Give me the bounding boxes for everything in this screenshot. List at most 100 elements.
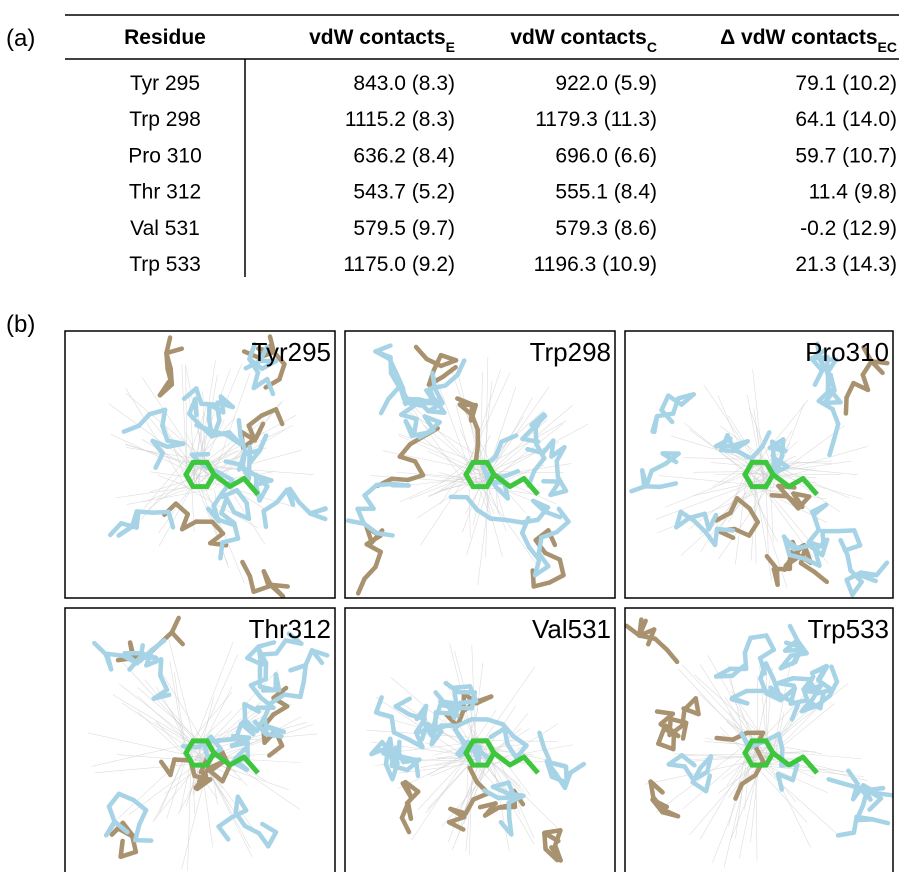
bond bbox=[386, 749, 388, 765]
bond bbox=[732, 699, 747, 703]
contact-line bbox=[182, 364, 186, 463]
bond bbox=[310, 513, 325, 519]
table-cell: Tyr 295 bbox=[130, 72, 200, 95]
bond bbox=[829, 779, 844, 783]
bond bbox=[430, 386, 446, 389]
bond bbox=[848, 771, 857, 784]
bond bbox=[247, 647, 258, 658]
bond bbox=[249, 463, 250, 479]
bond bbox=[124, 426, 139, 432]
bond bbox=[689, 514, 704, 518]
bond bbox=[838, 530, 854, 531]
table-cell: 922.0 (5.9) bbox=[555, 72, 657, 95]
bond bbox=[539, 733, 544, 748]
table-cell: 1196.3 (10.9) bbox=[534, 253, 657, 276]
bond bbox=[545, 553, 560, 560]
bond bbox=[440, 705, 456, 708]
bond bbox=[404, 399, 420, 400]
table-cell: 21.3 (14.3) bbox=[795, 253, 897, 276]
molecule bbox=[631, 344, 887, 595]
bond bbox=[745, 638, 751, 653]
bond bbox=[137, 511, 153, 512]
molecule bbox=[109, 337, 326, 597]
contact-line bbox=[484, 381, 492, 464]
bond bbox=[709, 515, 716, 529]
table-cell: 579.3 (8.6) bbox=[555, 217, 657, 240]
bond bbox=[106, 654, 111, 669]
bond bbox=[490, 519, 506, 520]
bond bbox=[735, 529, 750, 536]
bond bbox=[834, 424, 838, 439]
bond bbox=[388, 387, 399, 399]
bond bbox=[172, 632, 183, 644]
bond bbox=[793, 678, 809, 679]
bond bbox=[655, 639, 667, 650]
bond bbox=[256, 424, 263, 438]
contact-line bbox=[467, 757, 468, 798]
contact-line bbox=[144, 460, 185, 509]
contact-line bbox=[694, 472, 748, 473]
bond bbox=[822, 531, 824, 547]
bond bbox=[534, 583, 550, 587]
bond bbox=[545, 512, 560, 517]
bond bbox=[239, 420, 241, 436]
header-subscript: E bbox=[446, 39, 455, 55]
bond bbox=[217, 405, 219, 421]
header-cell: vdW contactsC bbox=[510, 26, 657, 55]
table-cell: 79.1 (10.2) bbox=[795, 72, 897, 95]
bond bbox=[415, 461, 423, 475]
structure-panel: Pro310 bbox=[625, 331, 893, 598]
panel-title: Pro310 bbox=[805, 337, 889, 367]
bond bbox=[261, 409, 276, 415]
table-cell: 59.7 (10.7) bbox=[795, 144, 897, 167]
table-cell: Pro 310 bbox=[128, 144, 202, 167]
bond bbox=[777, 569, 778, 585]
table-cell: 543.7 (5.2) bbox=[353, 181, 455, 204]
bond bbox=[693, 782, 706, 791]
bond bbox=[533, 501, 548, 508]
bond bbox=[454, 686, 470, 687]
contact-line bbox=[143, 476, 213, 502]
bond bbox=[393, 484, 409, 485]
bond bbox=[658, 744, 673, 749]
bond bbox=[254, 587, 269, 592]
table-cell: 696.0 (6.6) bbox=[555, 144, 657, 167]
contact-line bbox=[436, 377, 474, 480]
bond bbox=[249, 416, 262, 426]
bond bbox=[549, 575, 563, 582]
table-cell: 64.1 (14.0) bbox=[795, 108, 897, 131]
contact-line bbox=[119, 684, 196, 744]
bond bbox=[109, 794, 119, 807]
bond bbox=[570, 764, 583, 773]
table-cell: 11.4 (9.8) bbox=[809, 181, 897, 204]
panel-title: Tyr295 bbox=[252, 337, 332, 367]
header-text: Residue bbox=[124, 26, 206, 49]
contact-line bbox=[428, 479, 467, 498]
bond bbox=[172, 618, 179, 632]
bond bbox=[682, 755, 694, 765]
bond bbox=[493, 787, 508, 794]
molecule bbox=[88, 618, 328, 870]
bond bbox=[717, 738, 733, 740]
bond bbox=[400, 444, 410, 456]
bond bbox=[560, 560, 564, 576]
bond bbox=[161, 762, 170, 775]
bond bbox=[250, 576, 254, 592]
bond bbox=[717, 529, 733, 530]
bond bbox=[501, 436, 516, 442]
bond bbox=[790, 626, 797, 640]
bond bbox=[642, 470, 644, 486]
bond bbox=[467, 497, 477, 509]
molecule bbox=[348, 346, 588, 594]
bond bbox=[365, 485, 377, 495]
header-text: Δ vdW contacts bbox=[720, 26, 877, 49]
table-cell: Trp 298 bbox=[129, 108, 201, 131]
contact-line bbox=[157, 475, 188, 487]
contact-line bbox=[718, 481, 772, 560]
bond bbox=[661, 396, 668, 411]
bond bbox=[877, 563, 887, 575]
bond bbox=[445, 375, 457, 385]
bond bbox=[402, 803, 408, 818]
table-cell: Trp 533 bbox=[129, 253, 201, 276]
bond bbox=[119, 794, 134, 800]
